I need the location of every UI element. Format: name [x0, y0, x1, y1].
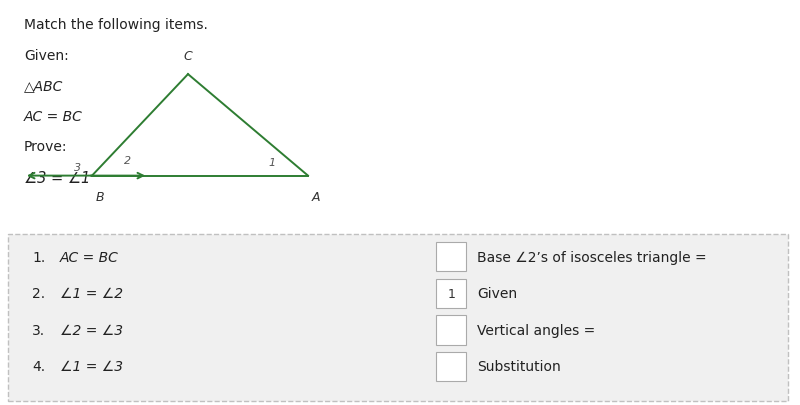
FancyBboxPatch shape: [436, 279, 466, 308]
Text: 1: 1: [447, 287, 455, 300]
Bar: [8, 235, 788, 401]
Text: Base ∠2’s of isosceles triangle =: Base ∠2’s of isosceles triangle =: [477, 250, 706, 264]
Text: Match the following items.: Match the following items.: [24, 18, 208, 32]
Text: 1.: 1.: [32, 250, 46, 264]
Text: 3: 3: [74, 163, 81, 173]
Text: Given: Given: [477, 287, 517, 301]
FancyBboxPatch shape: [436, 315, 466, 345]
Text: Substitution: Substitution: [477, 360, 561, 373]
Text: B: B: [96, 190, 105, 203]
Text: A: A: [312, 190, 321, 203]
Text: ∠3 = ∠1: ∠3 = ∠1: [24, 170, 90, 185]
Text: △ABC: △ABC: [24, 79, 63, 93]
Text: 2: 2: [125, 156, 131, 166]
Text: Given:: Given:: [24, 49, 69, 62]
Text: 3.: 3.: [32, 323, 45, 337]
Text: 2.: 2.: [32, 287, 45, 301]
Text: Vertical angles =: Vertical angles =: [477, 323, 595, 337]
FancyBboxPatch shape: [436, 352, 466, 381]
Text: Prove:: Prove:: [24, 140, 67, 153]
Text: ∠1 = ∠2: ∠1 = ∠2: [60, 287, 123, 301]
Text: ∠2 = ∠3: ∠2 = ∠3: [60, 323, 123, 337]
FancyBboxPatch shape: [436, 243, 466, 272]
Text: 1: 1: [269, 158, 275, 168]
Text: 4.: 4.: [32, 360, 45, 373]
Text: AC = BC: AC = BC: [60, 250, 119, 264]
Text: ∠1 = ∠3: ∠1 = ∠3: [60, 360, 123, 373]
Text: AC = BC: AC = BC: [24, 109, 83, 123]
Text: C: C: [184, 50, 192, 63]
